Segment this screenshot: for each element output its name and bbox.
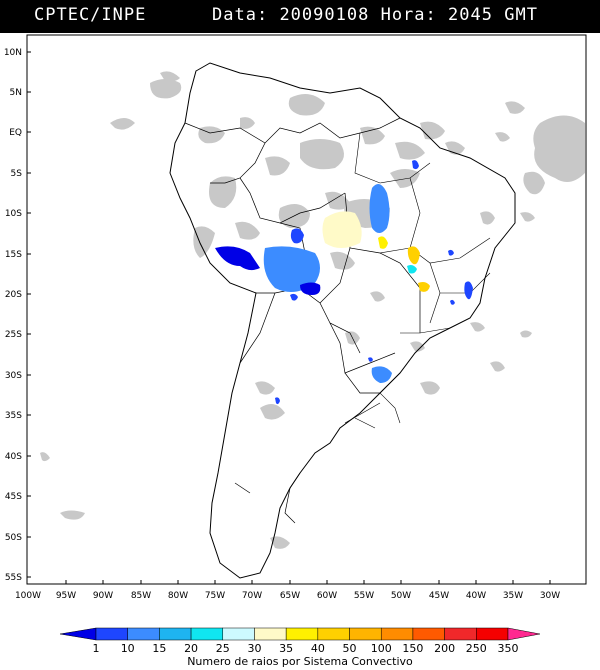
lon-label: 30W bbox=[540, 591, 560, 601]
lat-label: EQ bbox=[9, 128, 22, 138]
legend-label: 350 bbox=[498, 642, 519, 655]
legend-swatch bbox=[254, 627, 287, 641]
lat-label: 50S bbox=[5, 533, 22, 543]
color-legend: 1 10 15 20 25 30 35 40 50 100 150 200 250 350 bbox=[59, 627, 541, 655]
legend-label: 50 bbox=[343, 642, 357, 655]
legend-swatch bbox=[59, 627, 97, 641]
lightning-cells bbox=[215, 160, 473, 405]
lon-label: 50W bbox=[391, 591, 411, 601]
legend-swatch bbox=[444, 627, 477, 641]
lat-ticks bbox=[27, 51, 31, 578]
lon-label: 60W bbox=[317, 591, 337, 601]
legend-label: 15 bbox=[152, 642, 166, 655]
legend-swatch bbox=[222, 627, 255, 641]
legend-label: 20 bbox=[184, 642, 198, 655]
lat-label: 5N bbox=[10, 88, 22, 98]
lightning-map: 10N 5N EQ 5S 10S 15S 20S 25S 30S 35S 40S… bbox=[4, 34, 587, 601]
cloud-cover bbox=[40, 71, 585, 549]
lat-label: 10S bbox=[5, 209, 22, 219]
lon-label: 80W bbox=[168, 591, 188, 601]
lon-label: 45W bbox=[429, 591, 449, 601]
lon-ticks bbox=[65, 580, 551, 584]
coastline bbox=[169, 62, 516, 579]
legend-label: 35 bbox=[279, 642, 293, 655]
legend-label: 200 bbox=[434, 642, 455, 655]
legend-swatch bbox=[159, 627, 192, 641]
legend-swatch bbox=[476, 627, 509, 641]
lon-axis: 100W 95W 90W 85W 80W 75W 70W 65W 60W 55W… bbox=[15, 591, 560, 601]
state-borders bbox=[344, 132, 491, 429]
legend-labels: 1 10 15 20 25 30 35 40 50 100 150 200 250 350 bbox=[93, 642, 519, 655]
legend-swatch bbox=[507, 627, 541, 641]
legend-label: 25 bbox=[216, 642, 230, 655]
lon-label: 55W bbox=[354, 591, 374, 601]
lat-label: 10N bbox=[4, 48, 22, 58]
lat-label: 20S bbox=[5, 290, 22, 300]
lon-label: 90W bbox=[93, 591, 113, 601]
lat-label: 5S bbox=[11, 169, 23, 179]
timezone: GMT bbox=[504, 5, 538, 25]
hour-label: Hora: bbox=[380, 5, 437, 25]
header-bar: CPTEC/INPE Data: 20090108 Hora: 2045 GMT bbox=[0, 0, 600, 33]
lon-label: 40W bbox=[466, 591, 486, 601]
lat-label: 25S bbox=[5, 330, 22, 340]
legend-swatch bbox=[317, 627, 350, 641]
date-label: Data: bbox=[212, 5, 269, 25]
lon-label: 75W bbox=[205, 591, 225, 601]
lon-label: 70W bbox=[242, 591, 262, 601]
legend-label: 250 bbox=[466, 642, 487, 655]
legend-label: 30 bbox=[247, 642, 261, 655]
legend-swatch bbox=[95, 627, 128, 641]
hour-value: 2045 bbox=[448, 5, 493, 25]
agency-title: CPTEC/INPE bbox=[34, 5, 147, 25]
lon-label: 100W bbox=[15, 591, 41, 601]
lon-label: 35W bbox=[503, 591, 523, 601]
legend-label: 100 bbox=[371, 642, 392, 655]
lat-label: 35S bbox=[5, 411, 22, 421]
legend-swatch bbox=[412, 627, 445, 641]
legend-swatch bbox=[349, 627, 382, 641]
legend-label: 150 bbox=[402, 642, 423, 655]
legend-swatch bbox=[190, 627, 224, 641]
legend-swatch bbox=[285, 627, 319, 641]
date-value: 20090108 bbox=[279, 5, 370, 25]
lon-label: 95W bbox=[56, 591, 76, 601]
timestamp: Data: 20090108 Hora: 2045 GMT bbox=[212, 5, 538, 25]
lat-label: 15S bbox=[5, 250, 22, 260]
legend-title: Numero de raios por Sistema Convectivo bbox=[187, 655, 413, 668]
lat-label: 40S bbox=[5, 452, 22, 462]
legend-label: 1 bbox=[93, 642, 100, 655]
legend-swatch bbox=[380, 627, 414, 641]
legend-swatches bbox=[59, 627, 541, 641]
lat-label: 55S bbox=[5, 573, 22, 583]
legend-label: 10 bbox=[121, 642, 135, 655]
lon-label: 85W bbox=[131, 591, 151, 601]
lat-axis: 10N 5N EQ 5S 10S 15S 20S 25S 30S 35S 40S… bbox=[4, 48, 22, 583]
legend-swatch bbox=[127, 627, 160, 641]
lat-label: 30S bbox=[5, 371, 22, 381]
legend-label: 40 bbox=[311, 642, 325, 655]
lat-label: 45S bbox=[5, 492, 22, 502]
lon-label: 65W bbox=[280, 591, 300, 601]
